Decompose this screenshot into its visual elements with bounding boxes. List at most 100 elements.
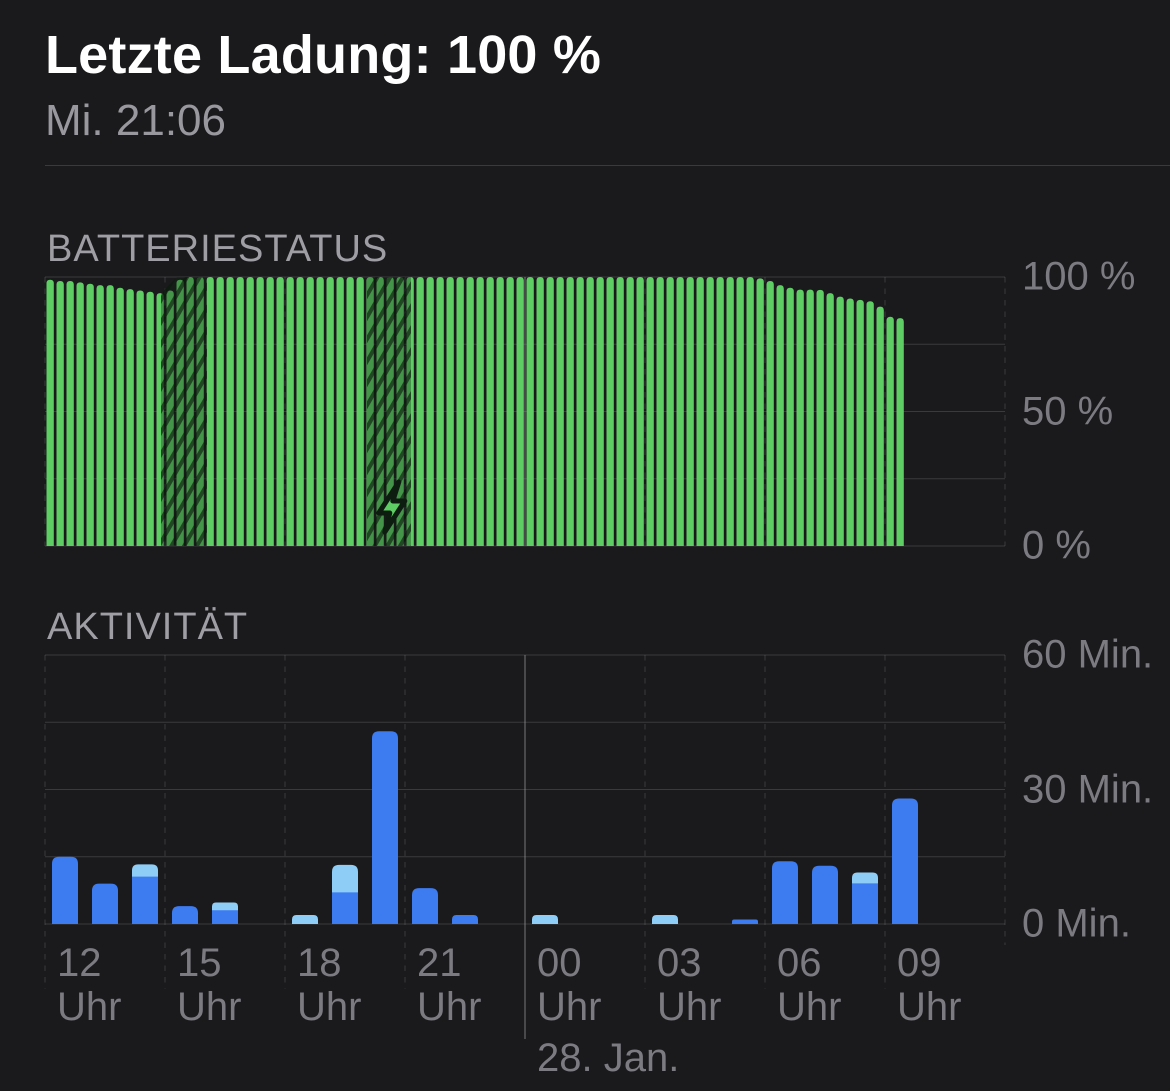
battery-bar xyxy=(756,278,764,546)
battery-bar xyxy=(296,277,304,546)
hour-label-21: 21 Uhr xyxy=(417,941,482,1029)
battery-bar xyxy=(446,277,454,546)
battery-bar xyxy=(116,287,124,546)
date-label: 28. Jan. xyxy=(537,1036,680,1080)
battery-bar xyxy=(636,277,644,546)
battery-bar xyxy=(646,277,654,546)
battery-bar xyxy=(546,277,554,546)
activity-y-tick-label: 30 Min. xyxy=(1022,767,1154,811)
hour-label-12: 12 Uhr xyxy=(57,941,122,1029)
battery-bar xyxy=(746,277,754,546)
battery-bar xyxy=(436,277,444,546)
activity-section-label: AKTIVITÄT xyxy=(47,606,249,648)
battery-bar xyxy=(506,277,514,546)
activity-bar-light xyxy=(212,902,238,911)
battery-bar xyxy=(356,277,364,546)
activity-bar-light xyxy=(532,915,558,924)
battery-bar xyxy=(666,277,674,546)
activity-bar-dark xyxy=(772,861,798,924)
battery-bar xyxy=(786,287,794,546)
activity-bar-dark xyxy=(172,906,198,924)
battery-bar xyxy=(876,306,884,546)
battery-bar xyxy=(306,277,314,546)
battery-bar xyxy=(866,301,874,546)
activity-bar-dark xyxy=(412,888,438,924)
activity-bar-dark xyxy=(852,881,878,924)
battery-bar xyxy=(566,277,574,546)
activity-bar-dark xyxy=(812,865,838,924)
battery-bar xyxy=(846,298,854,546)
battery-bar xyxy=(696,277,704,546)
battery-bar xyxy=(656,277,664,546)
battery-bar xyxy=(796,289,804,546)
battery-bar xyxy=(826,293,834,546)
battery-bar xyxy=(346,277,354,546)
activity-bar-dark xyxy=(212,908,238,924)
battery-bar xyxy=(336,277,344,546)
battery-chart[interactable] xyxy=(44,276,1007,547)
battery-bar xyxy=(836,296,844,546)
battery-bar xyxy=(316,277,324,546)
activity-bar-light xyxy=(332,864,358,893)
activity-bar-light xyxy=(852,872,878,884)
battery-section-label: BATTERIESTATUS xyxy=(47,228,389,270)
battery-bar xyxy=(626,277,634,546)
battery-bar xyxy=(426,277,434,546)
last-charge-time: Mi. 21:06 xyxy=(45,96,226,145)
battery-bar xyxy=(856,299,864,546)
activity-chart[interactable] xyxy=(44,654,1007,1045)
battery-y-tick-label: 100 % xyxy=(1022,254,1136,299)
battery-bar xyxy=(76,282,84,546)
battery-bar xyxy=(556,277,564,546)
battery-bar xyxy=(706,277,714,546)
hour-label-09: 09 Uhr xyxy=(897,941,962,1029)
battery-bar xyxy=(146,291,154,546)
battery-bar xyxy=(286,277,294,546)
battery-bar xyxy=(616,277,624,546)
battery-bar xyxy=(246,277,254,546)
activity-bar-dark xyxy=(132,874,158,924)
battery-bar xyxy=(236,277,244,546)
hour-label-18: 18 Uhr xyxy=(297,941,362,1029)
battery-bar xyxy=(456,277,464,546)
divider xyxy=(45,165,1170,166)
battery-bar xyxy=(496,277,504,546)
battery-bar xyxy=(886,316,894,546)
battery-bar xyxy=(66,281,74,546)
battery-bar xyxy=(766,281,774,546)
page-title: Letzte Ladung: 100 % xyxy=(45,25,602,85)
battery-y-tick-label: 50 % xyxy=(1022,389,1114,433)
activity-bar-dark xyxy=(892,798,918,924)
activity-y-tick-label: 60 Min. xyxy=(1022,632,1154,677)
battery-bars xyxy=(46,277,904,546)
hour-label-00: 00 Uhr xyxy=(537,941,602,1029)
battery-bar xyxy=(476,277,484,546)
battery-bar xyxy=(86,283,94,546)
activity-bars xyxy=(52,731,918,924)
battery-bar xyxy=(536,277,544,546)
battery-bar xyxy=(106,285,114,546)
activity-bar-light xyxy=(652,915,678,924)
charging-bolt-icon xyxy=(376,479,408,535)
battery-bar xyxy=(726,277,734,546)
battery-bar xyxy=(126,289,134,546)
battery-bar xyxy=(216,277,224,546)
activity-bar-light xyxy=(132,864,158,877)
charging-period-overlay xyxy=(367,277,411,546)
hour-label-15: 15 Uhr xyxy=(177,941,242,1029)
activity-y-tick-label: 0 Min. xyxy=(1022,901,1131,946)
battery-bar xyxy=(586,277,594,546)
activity-bar-dark xyxy=(92,883,118,924)
battery-bar xyxy=(46,279,54,546)
battery-bar xyxy=(736,277,744,546)
battery-bar xyxy=(716,277,724,546)
battery-bar xyxy=(226,277,234,546)
battery-bar xyxy=(776,285,784,546)
activity-bar-dark xyxy=(52,856,78,924)
battery-bar xyxy=(416,277,424,546)
battery-bar xyxy=(136,290,144,546)
battery-bar xyxy=(466,277,474,546)
activity-bar-dark xyxy=(372,731,398,924)
battery-bar xyxy=(516,277,524,546)
